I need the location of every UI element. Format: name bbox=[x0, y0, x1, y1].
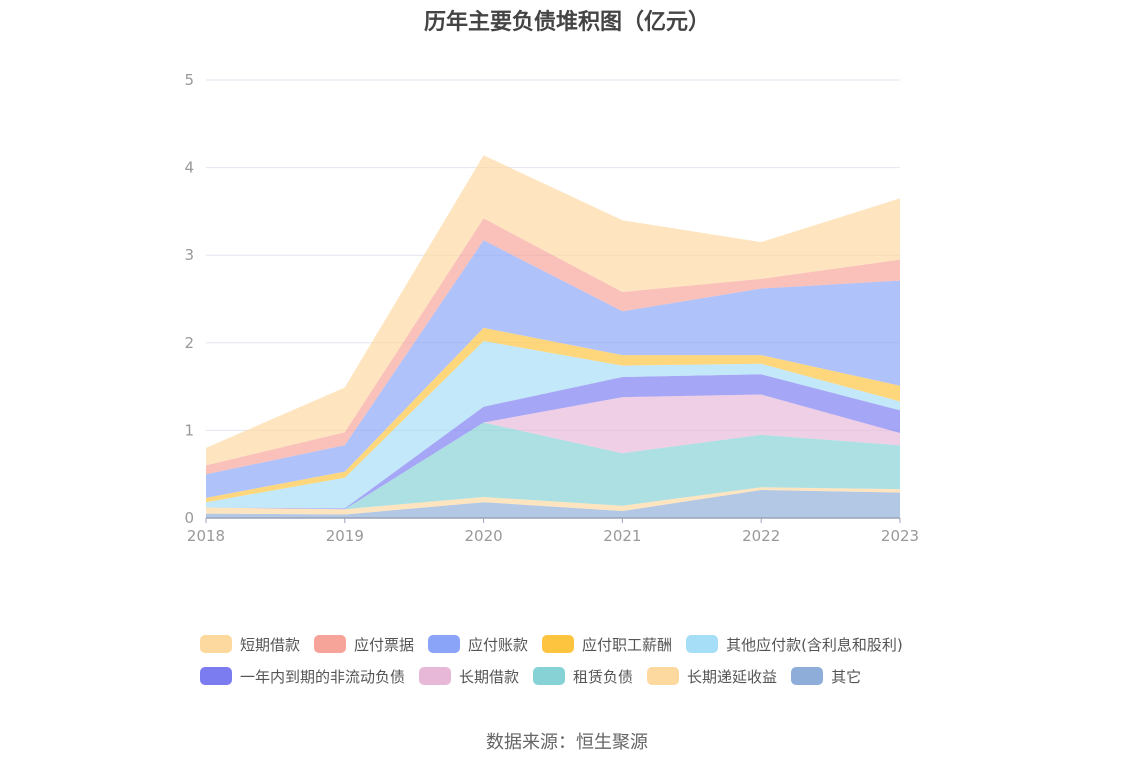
legend-label: 应付票据 bbox=[354, 635, 415, 654]
area-series-3[interactable] bbox=[206, 394, 900, 510]
x-tick-label: 2023 bbox=[881, 527, 919, 545]
legend-swatch bbox=[647, 667, 680, 685]
x-tick-label: 2020 bbox=[465, 527, 503, 545]
legend-label: 应付账款 bbox=[468, 635, 529, 654]
legend-label: 一年内到期的非流动负债 bbox=[240, 667, 406, 686]
legend-swatch bbox=[200, 667, 232, 685]
x-tick-label: 2018 bbox=[187, 527, 225, 545]
legend-row: 一年内到期的非流动负债 长期借款 租赁负债 长期递延收益 其它 bbox=[200, 660, 980, 692]
area-series-4[interactable] bbox=[206, 374, 900, 510]
area-series-8[interactable] bbox=[206, 218, 900, 475]
legend-swatch bbox=[686, 635, 719, 653]
legend-label: 租赁负债 bbox=[573, 667, 634, 686]
area-series-1[interactable] bbox=[206, 487, 900, 515]
y-tick-label: 1 bbox=[184, 421, 194, 439]
legend-item[interactable]: 一年内到期的非流动负债 bbox=[200, 666, 405, 687]
legend-label: 其它 bbox=[831, 667, 862, 686]
legend-label: 长期递延收益 bbox=[687, 667, 778, 686]
legend-swatch bbox=[419, 667, 452, 685]
legend-swatch bbox=[314, 635, 347, 653]
legend-item[interactable]: 应付账款 bbox=[428, 634, 528, 655]
y-tick-label: 2 bbox=[184, 334, 194, 352]
legend-item[interactable]: 其它 bbox=[791, 666, 861, 687]
legend-item[interactable]: 其他应付款(含利息和股利) bbox=[686, 634, 903, 655]
y-tick-label: 0 bbox=[184, 509, 194, 527]
legend-swatch bbox=[542, 635, 575, 653]
y-tick-label: 4 bbox=[184, 159, 194, 177]
legend-swatch bbox=[791, 667, 824, 685]
y-tick-label: 3 bbox=[184, 246, 194, 264]
x-tick-label: 2022 bbox=[742, 527, 780, 545]
legend-swatch bbox=[428, 635, 461, 653]
axes: 0 1 2 3 4 5 2018 2019 2020 2021 2022 2023 bbox=[184, 71, 919, 545]
legend-item[interactable]: 长期递延收益 bbox=[647, 666, 777, 687]
area-series-layer bbox=[206, 155, 900, 518]
legend-label: 短期借款 bbox=[240, 635, 301, 654]
area-series-2[interactable] bbox=[206, 422, 900, 510]
legend-swatch bbox=[200, 635, 232, 653]
legend-swatch bbox=[533, 667, 566, 685]
area-series-0[interactable] bbox=[206, 490, 900, 518]
area-series-7[interactable] bbox=[206, 240, 900, 498]
source-note: 数据来源：恒生聚源 bbox=[486, 732, 648, 753]
area-series-9[interactable] bbox=[206, 155, 900, 466]
x-tick-label: 2021 bbox=[603, 527, 641, 545]
legend-item[interactable]: 租赁负债 bbox=[533, 666, 633, 687]
x-tick-label: 2019 bbox=[326, 527, 364, 545]
legend-label: 其他应付款(含利息和股利) bbox=[726, 635, 903, 654]
legend-item[interactable]: 应付票据 bbox=[314, 634, 414, 655]
chart-title: 历年主要负债堆积图（亿元） bbox=[423, 10, 710, 35]
legend: 短期借款 应付票据 应付账款 应付职工薪酬 其他应付款(含利息和股利) 一年内到期的非流动… bbox=[200, 628, 980, 692]
area-series-6[interactable] bbox=[206, 327, 900, 503]
legend-item[interactable]: 短期借款 bbox=[200, 634, 300, 655]
legend-item[interactable]: 应付职工薪酬 bbox=[542, 634, 672, 655]
legend-label: 长期借款 bbox=[459, 667, 520, 686]
y-tick-label: 5 bbox=[184, 71, 194, 89]
legend-label: 应付职工薪酬 bbox=[582, 635, 673, 654]
legend-item[interactable]: 长期借款 bbox=[419, 666, 519, 687]
area-series-5[interactable] bbox=[206, 341, 900, 509]
legend-row: 短期借款 应付票据 应付账款 应付职工薪酬 其他应付款(含利息和股利) bbox=[200, 628, 980, 660]
